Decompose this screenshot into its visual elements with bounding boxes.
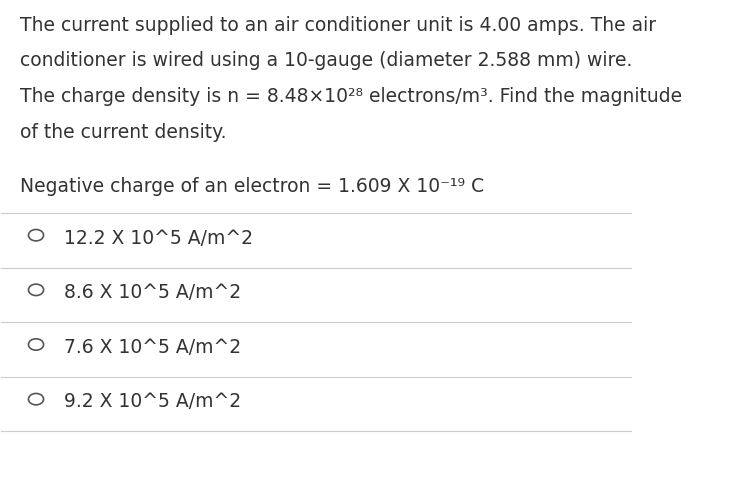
Text: The charge density is n = 8.48×10²⁸ electrons/m³. Find the magnitude: The charge density is n = 8.48×10²⁸ elec… bbox=[20, 87, 682, 106]
Text: conditioner is wired using a 10-gauge (diameter 2.588 mm) wire.: conditioner is wired using a 10-gauge (d… bbox=[20, 51, 633, 70]
Text: 7.6 X 10^5 A/m^2: 7.6 X 10^5 A/m^2 bbox=[64, 338, 242, 357]
Text: Negative charge of an electron = 1.609 X 10⁻¹⁹ C: Negative charge of an electron = 1.609 X… bbox=[20, 177, 484, 196]
Text: 9.2 X 10^5 A/m^2: 9.2 X 10^5 A/m^2 bbox=[64, 392, 242, 412]
Text: 8.6 X 10^5 A/m^2: 8.6 X 10^5 A/m^2 bbox=[64, 283, 242, 302]
Text: of the current density.: of the current density. bbox=[20, 122, 227, 141]
Text: 12.2 X 10^5 A/m^2: 12.2 X 10^5 A/m^2 bbox=[64, 228, 253, 248]
Text: The current supplied to an air conditioner unit is 4.00 amps. The air: The current supplied to an air condition… bbox=[20, 16, 656, 34]
